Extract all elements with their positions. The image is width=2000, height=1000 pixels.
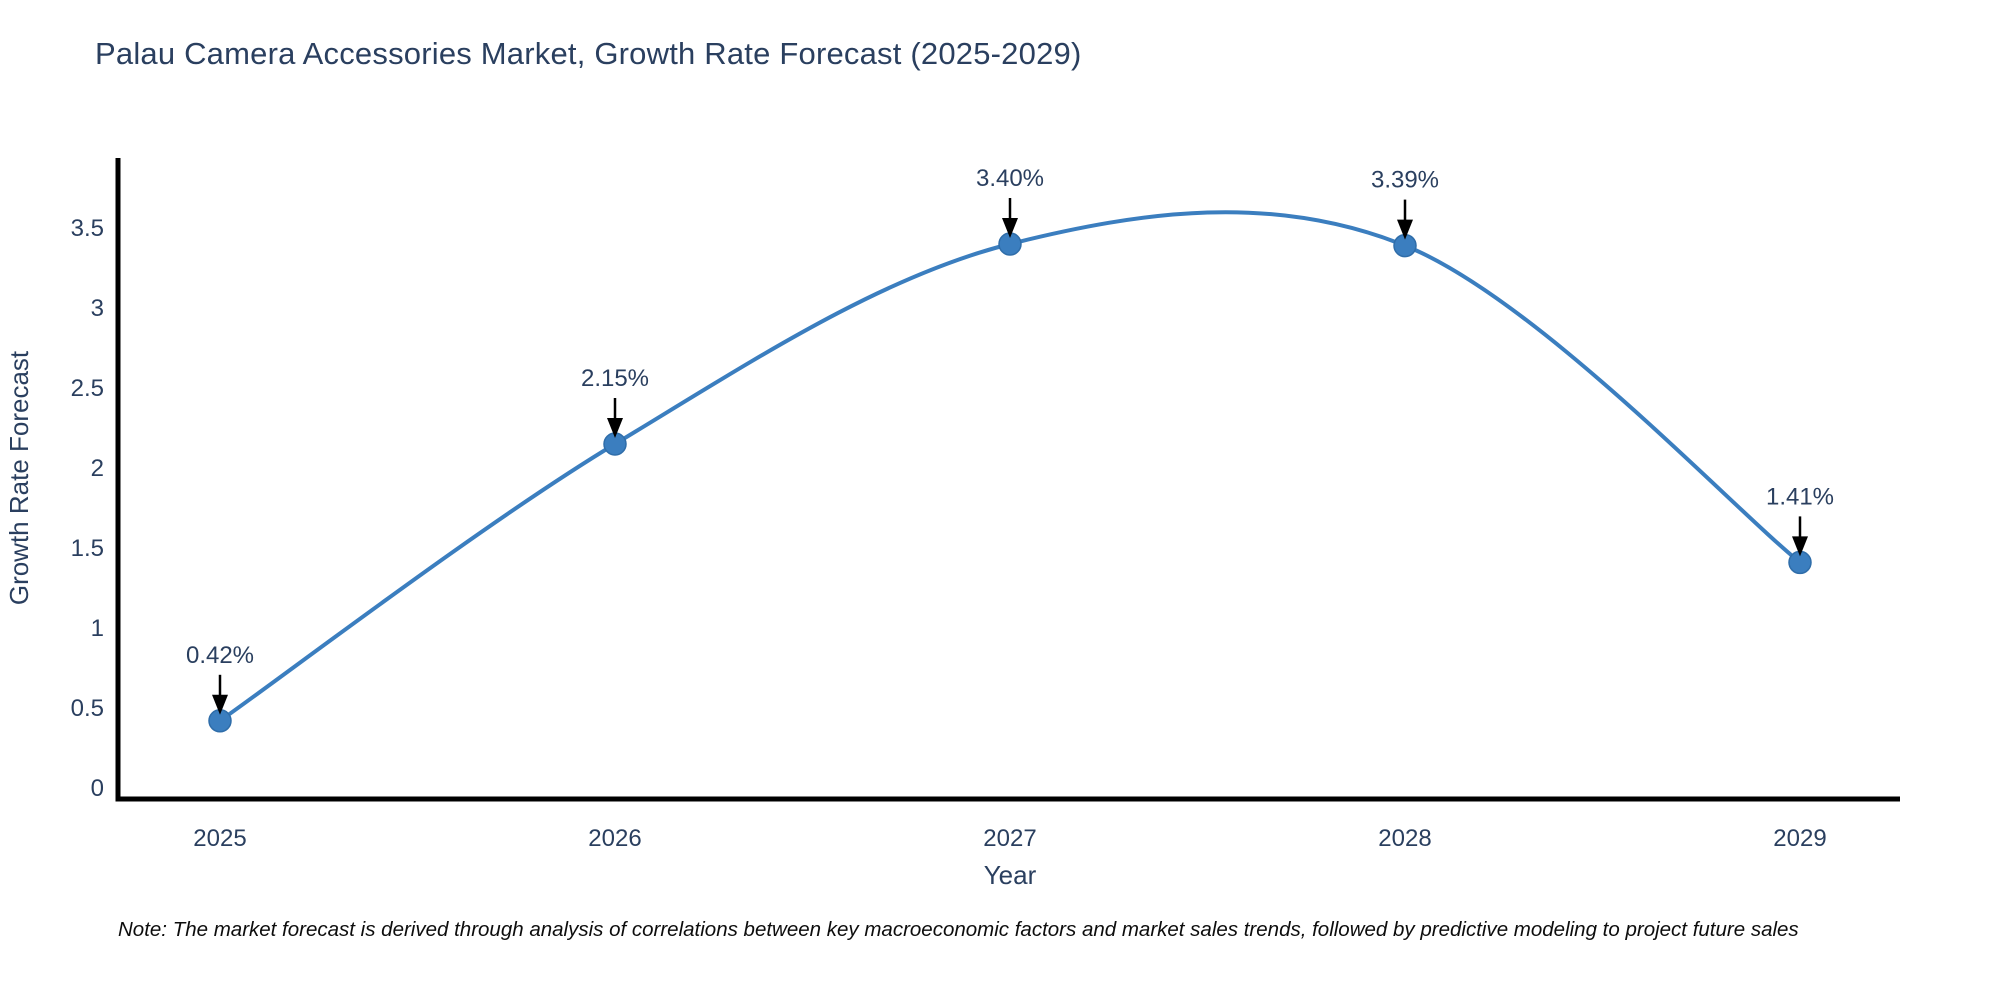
x-tick-label: 2027 [983, 825, 1036, 852]
y-tick-label: 0.5 [71, 695, 104, 722]
annotation-arrowhead-icon [607, 418, 623, 438]
point-value-label: 3.40% [976, 165, 1044, 192]
x-axis-tick-labels: 2025 2026 2027 2028 2029 [193, 825, 1826, 852]
annotation-arrowhead-icon [1397, 219, 1413, 240]
y-tick-label: 3.5 [71, 215, 104, 242]
x-axis-title: Year [984, 860, 1037, 890]
point-value-label: 0.42% [186, 642, 254, 669]
x-tick-label: 2028 [1378, 825, 1431, 852]
x-tick-label: 2029 [1773, 825, 1826, 852]
chart-footnote: Note: The market forecast is derived thr… [118, 918, 1799, 941]
annotation-arrowhead-icon [212, 694, 228, 715]
point-value-label: 3.39% [1371, 167, 1439, 194]
forecast-spline-line [218, 210, 1802, 723]
y-axis-tick-labels: 0 0.5 1 1.5 2 2.5 3 3.5 [71, 215, 104, 802]
y-axis-title: Growth Rate Forecast [4, 350, 34, 605]
series-line-group [218, 210, 1802, 723]
annotation-arrowhead-icon [1002, 218, 1018, 238]
x-tick-label: 2026 [588, 825, 641, 852]
annotation-arrowhead-icon [1792, 536, 1808, 557]
point-value-label: 2.15% [581, 365, 649, 392]
y-tick-label: 1.5 [71, 535, 104, 562]
y-tick-label: 1 [91, 615, 104, 642]
y-tick-label: 3 [91, 295, 104, 322]
chart-title: Palau Camera Accessories Market, Growth … [95, 36, 1082, 71]
y-tick-label: 2 [91, 455, 104, 482]
y-tick-label: 0 [91, 775, 104, 802]
point-annotations-group: 0.42% 2.15% 3.40% 3.39% 1.41% [186, 165, 1834, 715]
x-tick-label: 2025 [193, 825, 246, 852]
y-tick-label: 2.5 [71, 375, 104, 402]
series-markers-group [208, 232, 1812, 733]
point-value-label: 1.41% [1766, 483, 1834, 510]
